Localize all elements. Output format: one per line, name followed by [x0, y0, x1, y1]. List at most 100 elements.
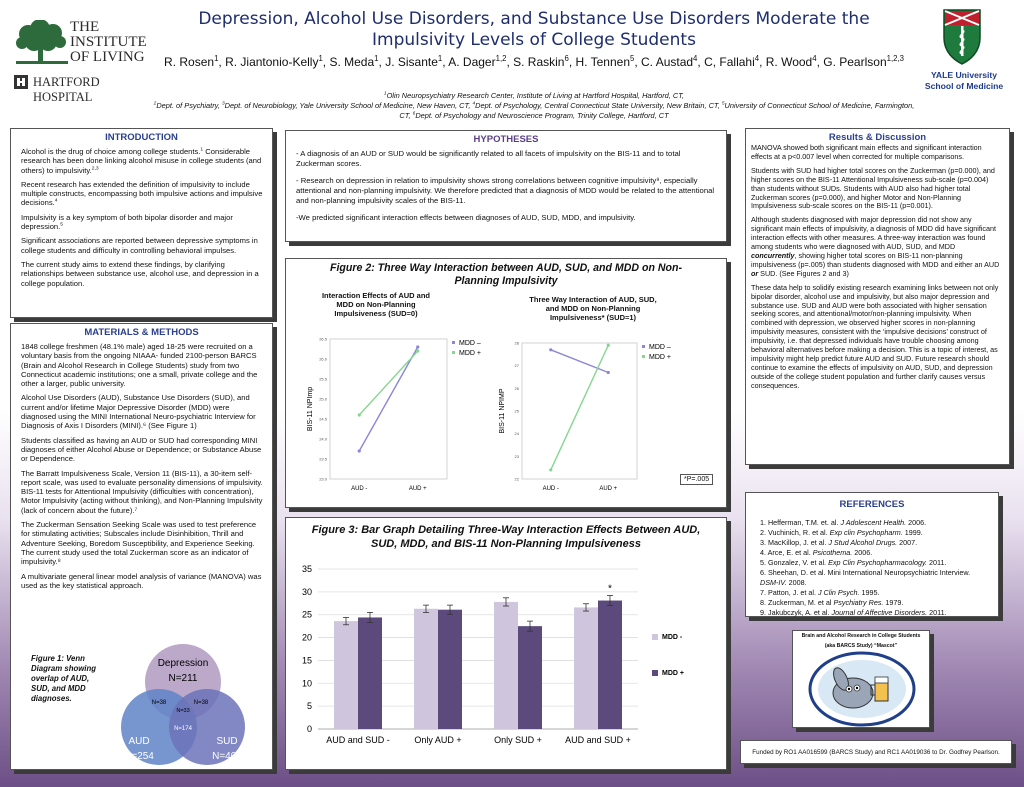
methods-paragraph: Alcohol Use Disorders (AUD), Substance U…: [21, 393, 256, 431]
legend-swatch: [452, 351, 455, 354]
reference-text: 9. Jakubczyk, A. et al.: [760, 608, 832, 617]
methods-text: 1848 college freshmen (48.1% male) aged …: [11, 342, 272, 590]
poster-authors: R. Rosen1, R. Jiantonio-Kelly1, S. Meda1…: [160, 54, 908, 70]
introduction-panel: INTRODUCTION Alcohol is the drug of choi…: [10, 128, 273, 318]
reference-item: 1. Hefferman, T.M. et. al. J Adolescent …: [760, 518, 986, 528]
reference-text: 8. Zuckerman, M. et al: [760, 598, 834, 607]
bar: [494, 601, 518, 729]
references-list: 1. Hefferman, T.M. et. al. J Adolescent …: [746, 518, 998, 618]
reference-journal: J Clin Psych.: [817, 588, 860, 597]
author-sep: ,: [218, 55, 226, 69]
hypothesis-item: -We predicted significant interaction ef…: [296, 213, 636, 222]
tree-icon: [16, 20, 68, 64]
author-name: R. Wood: [765, 55, 813, 69]
y-tick-label: 24: [515, 431, 520, 436]
hartford-logo: HARTFORD HOSPITAL: [14, 74, 162, 104]
iol-text: THE INSTITUTE OF LIVING: [70, 20, 147, 65]
y-tick-label: 23: [515, 454, 520, 459]
venn-ov-dep-sud: N=38: [194, 700, 209, 706]
author-affil-sup: 4: [693, 54, 698, 63]
y-tick-label: 22: [515, 477, 520, 482]
y-tick-label: 23.0: [319, 477, 328, 482]
affil-text: Dept. of Psychology, Central Connecticut…: [475, 101, 722, 110]
plot-frame: [521, 342, 638, 480]
data-point: [416, 349, 420, 353]
reference-year: 2006.: [852, 548, 873, 557]
legend-swatch: [652, 634, 658, 640]
author-sep: ,: [378, 55, 386, 69]
legend-swatch: [642, 355, 645, 358]
y-axis-label: BIS-11 NPImp: [307, 387, 314, 431]
reference-journal: Journal of Affective Disorders.: [831, 608, 928, 617]
y-tick-label: 20: [302, 633, 312, 643]
yale-shield-icon: [943, 9, 981, 65]
author-sep: ,: [568, 55, 576, 69]
legend-label: MDD +: [662, 670, 684, 677]
legend-swatch: [642, 345, 645, 348]
x-tick-label: AUD +: [409, 486, 427, 492]
introduction-paragraph: Alcohol is the drug of choice among coll…: [21, 147, 264, 175]
reference-item: 8. Zuckerman, M. et al Psychiatry Res. 1…: [760, 598, 986, 608]
figure1-caption: Figure 1: Venn Diagram showing overlap o…: [31, 654, 96, 703]
author-sep: ,: [442, 55, 449, 69]
bar: [574, 607, 598, 729]
figure3-chart: 0 5 10 15 20 25 30 35 AUD and SUD - Only AUD + Onl…: [302, 564, 684, 745]
author-name: R. Jiantonio-Kelly: [225, 55, 319, 69]
author-name: S. Meda: [329, 55, 375, 69]
reference-item: 3. MacKillop, J. et al. J Stud Alcohol D…: [760, 538, 986, 548]
reference-year: 2011.: [927, 608, 947, 617]
venn-ov-all: N=33: [176, 708, 189, 714]
y-tick-label: 26.0: [319, 357, 328, 362]
affil-sup: 2: [153, 101, 157, 107]
y-tick-label: 26.5: [319, 337, 328, 342]
y-tick-label: 25: [302, 610, 312, 620]
introduction-paragraph: Recent research has extended the definit…: [21, 180, 264, 208]
reference-item: 4. Arce, E. et al. Psicothema. 2006.: [760, 548, 986, 558]
venn-sud-label: SUD: [216, 736, 237, 747]
yale-line1: YALE University: [930, 70, 998, 80]
results-text: MANOVA showed both significant main effe…: [746, 143, 1009, 391]
reference-item: 7. Patton, J. et al. J Clin Psych. 1995.: [760, 588, 986, 598]
y-tick-label: 25.5: [319, 377, 328, 382]
data-point: [416, 345, 420, 349]
venn-aud-label: AUD: [128, 736, 149, 747]
venn-dep-n: N=211: [168, 673, 197, 684]
bar: [518, 626, 542, 729]
results-p4: These data help to solidify existing res…: [751, 282, 999, 390]
affil-text: Dept. of Psychology and Neuroscience Pro…: [415, 111, 669, 120]
yale-line2: School of Medicine: [924, 81, 1004, 91]
author-sep: ,: [697, 55, 705, 69]
y-tick-label: 26: [515, 386, 520, 391]
reference-journal: Exp clin Psychopharm.: [829, 528, 903, 537]
legend-swatch: [452, 341, 455, 344]
affil-text: University of Connecticut School of Medi…: [399, 101, 915, 120]
data-point: [549, 348, 553, 352]
x-tick-label: AUD +: [599, 486, 617, 492]
author-sep: ,: [816, 55, 824, 69]
reference-text: 1. Hefferman, T.M. et. al.: [760, 518, 841, 527]
reference-item: 5. Gonzalez, V. et al. Exp Clin Psychoph…: [760, 558, 986, 568]
introduction-paragraph: Impulsivity is a key symptom of both bip…: [21, 213, 264, 232]
intro-text: Impulsivity is a key symptom of both bip…: [21, 212, 233, 232]
venn-ov-aud-sud: N=174: [174, 726, 193, 732]
y-tick-label: 27: [515, 363, 520, 368]
data-point: [606, 370, 610, 375]
affil-sup: 5: [721, 101, 725, 107]
hartford-hospital-name: HARTFORD HOSPITAL: [33, 75, 100, 104]
figure2-right-title: Three Way Interaction of AUD, SUD, and M…: [529, 295, 657, 322]
introduction-title: INTRODUCTION: [105, 132, 178, 143]
methods-paragraph: The Barratt Impulsiveness Scale, Version…: [21, 468, 263, 515]
funding-panel: Funded by RO1 AA016599 (BARCS Study) and…: [740, 740, 1012, 764]
methods-panel: MATERIALS & METHODS 1848 college freshme…: [10, 323, 273, 770]
bar: [334, 621, 358, 729]
reference-year: 1979.: [883, 598, 904, 607]
author-affil-sup: 1,2: [495, 54, 507, 63]
references-panel: REFERENCES 1. Hefferman, T.M. et. al. J …: [745, 492, 999, 617]
reference-item: 2. Vuchinich, R. et al. Exp clin Psychop…: [760, 528, 986, 538]
y-tick-label: 24.0: [319, 437, 328, 442]
iol-line3: OF LIVING: [70, 49, 145, 65]
hartford-hospital-icon: [14, 75, 28, 89]
mascot-panel: Brain and Alcohol Research in College St…: [792, 630, 930, 728]
figure2-left-title: Interaction Effects of AUD and MDD on No…: [321, 291, 431, 318]
reference-journal: J Stud Alcohol Drugs.: [828, 538, 898, 547]
